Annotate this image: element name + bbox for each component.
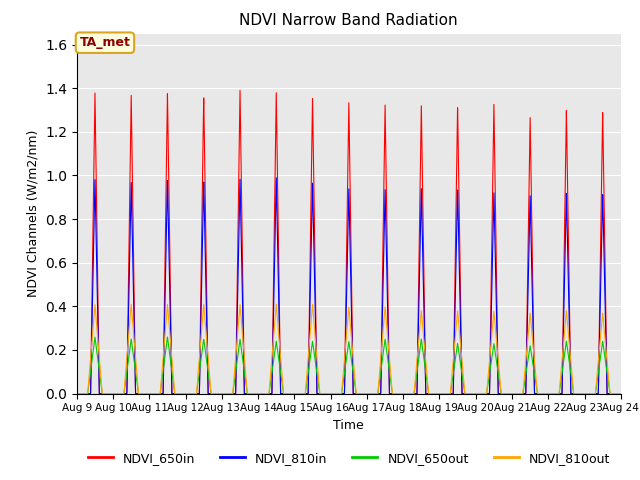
Title: NDVI Narrow Band Radiation: NDVI Narrow Band Radiation [239,13,458,28]
X-axis label: Time: Time [333,419,364,432]
Legend: NDVI_650in, NDVI_810in, NDVI_650out, NDVI_810out: NDVI_650in, NDVI_810in, NDVI_650out, NDV… [83,447,615,469]
Text: TA_met: TA_met [79,36,131,49]
Y-axis label: NDVI Channels (W/m2/nm): NDVI Channels (W/m2/nm) [26,130,40,297]
